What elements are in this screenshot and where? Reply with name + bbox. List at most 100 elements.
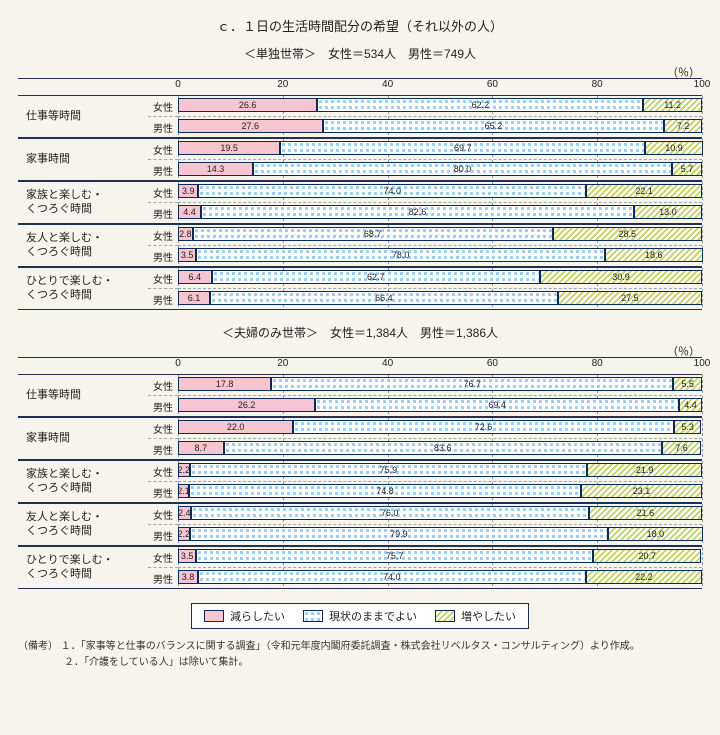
axis-tick: 80 <box>592 79 603 90</box>
bar-row: 26.662.211.2 <box>178 96 702 117</box>
bar-segment-keep: 76.0 <box>191 506 589 520</box>
bar-segment-increase: 23.1 <box>581 484 702 498</box>
legend-label: 増やしたい <box>461 608 516 624</box>
legend-item-increase: 増やしたい <box>435 608 516 624</box>
bar-row: 22.072.65.3 <box>178 418 702 439</box>
bar-segment-increase: 5.5 <box>673 377 702 391</box>
bar-segment-decrease: 2.4 <box>178 506 191 520</box>
bar-segment-keep: 69.4 <box>315 398 679 412</box>
bar-segment-increase: 18.6 <box>605 248 702 262</box>
bar-segment-decrease: 26.6 <box>178 98 317 112</box>
bar-row: 17.876.75.5 <box>178 375 702 396</box>
chart-title: ｃ．１日の生活時間配分の希望（それ以外の人） <box>18 16 702 35</box>
category-label: 仕事等時間 <box>18 374 148 417</box>
bar-segment-keep: 69.7 <box>280 141 645 155</box>
bar-row: 4.482.613.0 <box>178 203 702 223</box>
row-label-female: 女性 <box>148 547 178 568</box>
bar-segment-increase: 11.2 <box>643 98 702 112</box>
x-axis: 020406080100 <box>178 79 702 95</box>
panel-subtitle: ＜夫婦のみ世帯＞ 女性＝1,384人 男性＝1,386人 <box>18 324 702 341</box>
bar-segment-decrease: 17.8 <box>178 377 271 391</box>
bar-segment-increase: 7.6 <box>662 441 702 455</box>
axis-tick: 80 <box>592 358 603 369</box>
bar-segment-decrease: 2.8 <box>178 227 193 241</box>
bar-row: 2.279.918.0 <box>178 525 702 545</box>
bar-row: 2.476.021.6 <box>178 504 702 525</box>
row-label-male: 男性 <box>148 246 178 266</box>
category-label: 家事時間 <box>18 138 148 181</box>
stacked-bar-chart: 020406080100仕事等時間女性17.876.75.5男性26.269.4… <box>18 357 702 589</box>
bar-segment-keep: 65.2 <box>323 119 665 133</box>
bar-segment-increase: 22.1 <box>586 184 702 198</box>
bar-segment-keep: 75.9 <box>190 463 588 477</box>
bar-row: 2.868.728.5 <box>178 225 702 246</box>
stacked-bar-chart: 020406080100仕事等時間女性26.662.211.2男性27.665.… <box>18 78 702 310</box>
bar-segment-keep: 82.6 <box>201 205 634 219</box>
bar-segment-decrease: 27.6 <box>178 119 323 133</box>
bar-row: 3.974.022.1 <box>178 182 702 203</box>
bar-segment-decrease: 3.5 <box>178 549 196 563</box>
axis-tick: 40 <box>382 79 393 90</box>
row-label-female: 女性 <box>148 418 178 439</box>
bar-segment-increase: 28.5 <box>553 227 702 241</box>
panel-subtitle: ＜単独世帯＞ 女性＝534人 男性＝749人 <box>18 45 702 62</box>
bar-segment-keep: 74.0 <box>198 570 586 584</box>
legend-label: 減らしたい <box>230 608 285 624</box>
bar-segment-keep: 62.2 <box>317 98 643 112</box>
bar-segment-decrease: 2.2 <box>178 463 190 477</box>
bar-segment-increase: 30.9 <box>540 270 702 284</box>
axis-tick: 100 <box>694 79 711 90</box>
bar-segment-keep: 62.7 <box>212 270 541 284</box>
row-label-female: 女性 <box>148 268 178 289</box>
bar-segment-decrease: 19.5 <box>178 141 280 155</box>
footnotes: （備考） １．「家事等と仕事のバランスに関する調査」（令和元年度内閣府委託調査・… <box>18 639 702 671</box>
row-label-male: 男性 <box>148 203 178 223</box>
row-label-male: 男性 <box>148 396 178 416</box>
category-label: 家族と楽しむ・ くつろぐ時間 <box>18 181 148 224</box>
legend-label: 現状のままでよい <box>329 608 417 624</box>
x-axis: 020406080100 <box>178 358 702 374</box>
bar-segment-keep: 72.6 <box>293 420 673 434</box>
bar-segment-keep: 68.7 <box>193 227 553 241</box>
bar-segment-increase: 21.9 <box>587 463 702 477</box>
axis-tick: 100 <box>694 358 711 369</box>
bar-segment-increase: 13.0 <box>634 205 702 219</box>
bar-segment-decrease: 2.2 <box>178 527 190 541</box>
axis-tick: 20 <box>277 79 288 90</box>
bar-segment-keep: 76.7 <box>271 377 673 391</box>
bar-segment-increase: 4.4 <box>679 398 702 412</box>
bar-segment-decrease: 6.1 <box>178 291 210 305</box>
axis-tick: 40 <box>382 358 393 369</box>
bar-segment-increase: 10.9 <box>645 141 702 155</box>
row-label-female: 女性 <box>148 225 178 246</box>
axis-tick: 0 <box>175 358 181 369</box>
bar-segment-decrease: 22.0 <box>178 420 293 434</box>
legend-swatch <box>204 610 224 622</box>
row-label-male: 男性 <box>148 289 178 309</box>
bar-row: 3.575.720.7 <box>178 547 702 568</box>
footnote-line: ２．「介護をしている人」は除いて集計。 <box>18 655 702 671</box>
bar-segment-keep: 80.0 <box>253 162 672 176</box>
row-label-male: 男性 <box>148 439 178 459</box>
bar-segment-increase: 20.7 <box>593 549 701 563</box>
bar-row: 3.874.022.2 <box>178 568 702 588</box>
row-label-male: 男性 <box>148 568 178 588</box>
bar-segment-increase: 5.3 <box>674 420 702 434</box>
bar-segment-keep: 78.0 <box>196 248 605 262</box>
footnote-line: １．「家事等と仕事のバランスに関する調査」（令和元年度内閣府委託調査・株式会社リ… <box>61 641 640 652</box>
category-label: 家族と楽しむ・ くつろぐ時間 <box>18 460 148 503</box>
bar-segment-decrease: 14.3 <box>178 162 253 176</box>
bar-segment-keep: 74.8 <box>189 484 581 498</box>
row-label-female: 女性 <box>148 96 178 117</box>
category-label: 友人と楽しむ・ くつろぐ時間 <box>18 224 148 267</box>
bar-segment-decrease: 2.1 <box>178 484 189 498</box>
legend-item-decrease: 減らしたい <box>204 608 285 624</box>
row-label-female: 女性 <box>148 182 178 203</box>
row-label-female: 女性 <box>148 139 178 160</box>
row-label-male: 男性 <box>148 482 178 502</box>
bar-segment-decrease: 4.4 <box>178 205 201 219</box>
bar-segment-decrease: 3.5 <box>178 248 196 262</box>
bar-segment-keep: 75.7 <box>196 549 593 563</box>
bar-segment-keep: 79.9 <box>190 527 609 541</box>
notes-label: （備考） <box>18 639 58 655</box>
